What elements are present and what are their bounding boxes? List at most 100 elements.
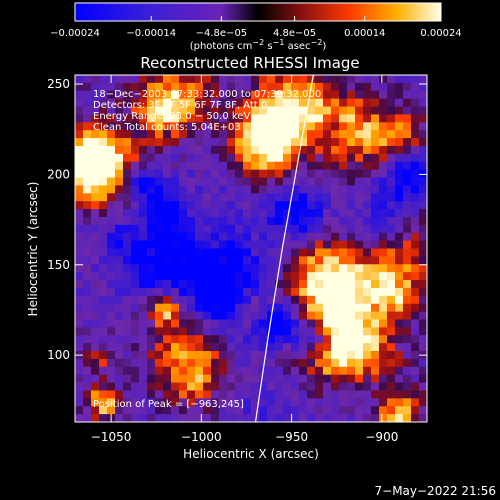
heatmap-cell xyxy=(291,264,300,273)
heatmap-cell xyxy=(195,272,204,281)
heatmap-cell xyxy=(83,327,92,336)
heatmap-cell xyxy=(259,161,268,171)
heatmap-cell xyxy=(115,382,124,391)
heatmap-cell xyxy=(395,153,404,163)
heatmap-cell xyxy=(395,130,404,139)
heatmap-cell xyxy=(203,169,212,178)
heatmap-cell xyxy=(83,130,92,139)
heatmap-cell xyxy=(91,248,100,257)
heatmap-cell xyxy=(203,145,212,155)
heatmap-cell xyxy=(227,90,236,100)
heatmap-cell xyxy=(339,240,348,249)
heatmap-cell xyxy=(91,169,100,178)
heatmap-cell xyxy=(227,138,236,147)
heatmap-cell xyxy=(355,303,364,312)
heatmap-cell xyxy=(163,193,172,202)
heatmap-cell xyxy=(75,248,84,257)
heatmap-cell xyxy=(123,138,132,147)
heatmap-cell xyxy=(195,319,204,328)
heatmap-cell xyxy=(371,193,380,202)
heatmap-cell xyxy=(275,406,284,415)
heatmap-cell xyxy=(203,232,212,242)
heatmap-cell xyxy=(187,90,196,100)
heatmap-cell xyxy=(307,406,316,415)
heatmap-cell xyxy=(139,224,148,234)
heatmap-cell xyxy=(131,414,140,422)
heatmap-cell xyxy=(371,351,380,360)
heatmap-cell xyxy=(235,138,244,147)
heatmap-cell xyxy=(387,106,396,115)
heatmap-cell xyxy=(219,209,228,218)
heatmap-cell xyxy=(411,169,420,178)
heatmap-cell xyxy=(243,272,252,281)
heatmap-cell xyxy=(147,114,156,123)
heatmap-cell xyxy=(331,280,340,289)
heatmap-cell xyxy=(283,240,292,249)
heatmap-cell xyxy=(219,130,228,139)
heatmap-cell xyxy=(163,224,172,234)
heatmap-cell xyxy=(187,382,196,391)
heatmap-cell xyxy=(283,193,292,202)
heatmap-cell xyxy=(315,161,324,171)
heatmap-cell xyxy=(203,161,212,171)
heatmap-cell xyxy=(371,414,380,422)
heatmap-cell xyxy=(147,216,156,226)
heatmap-cell xyxy=(363,130,372,139)
heatmap-cell xyxy=(235,185,244,194)
heatmap-cell xyxy=(155,106,164,115)
heatmap-cell xyxy=(411,366,420,376)
heatmap-cell xyxy=(315,319,324,328)
heatmap-cell xyxy=(107,398,116,407)
heatmap-cell xyxy=(131,406,140,415)
heatmap-cell xyxy=(379,280,388,289)
heatmap-cell xyxy=(355,145,364,155)
heatmap-cell xyxy=(395,319,404,328)
heatmap-cell xyxy=(275,153,284,163)
heatmap-cell xyxy=(283,280,292,289)
colorbar-tick-label: −4.8e−05 xyxy=(196,28,248,39)
heatmap-cell xyxy=(115,161,124,171)
heatmap-cell xyxy=(355,343,364,352)
heatmap-cell xyxy=(395,98,404,107)
heatmap-cell xyxy=(403,406,412,415)
heatmap-cell xyxy=(99,185,108,194)
heatmap-cell xyxy=(283,390,292,399)
heatmap-cell xyxy=(379,374,388,383)
heatmap-cell xyxy=(211,366,220,376)
heatmap-cell xyxy=(363,75,372,84)
heatmap-cell xyxy=(171,303,180,312)
heatmap-cell xyxy=(363,295,372,305)
heatmap-cell xyxy=(363,382,372,391)
heatmap-cell xyxy=(179,177,188,186)
heatmap-cell xyxy=(171,153,180,163)
heatmap-cell xyxy=(267,161,276,171)
heatmap-cell xyxy=(267,280,276,289)
heatmap-cell xyxy=(419,414,427,422)
heatmap-cell xyxy=(259,382,268,391)
heatmap-cell xyxy=(123,272,132,281)
heatmap-cell xyxy=(387,209,396,218)
heatmap-cell xyxy=(363,414,372,422)
heatmap-cell xyxy=(91,232,100,242)
heatmap-cell xyxy=(131,256,140,265)
heatmap-cell xyxy=(291,398,300,407)
heatmap-cell xyxy=(283,311,292,320)
heatmap-cell xyxy=(283,82,292,92)
heatmap-cell xyxy=(411,374,420,383)
heatmap-cell xyxy=(91,311,100,320)
heatmap-cell xyxy=(115,201,124,210)
heatmap-cell xyxy=(259,335,268,344)
heatmap-cell xyxy=(355,98,364,107)
heatmap-cell xyxy=(107,303,116,312)
heatmap-cell xyxy=(299,287,308,297)
heatmap-cell xyxy=(419,75,427,84)
heatmap-cell xyxy=(243,130,252,139)
observation-info: 18−Dec−2003 07:33:32.000 to 07:39:32.000… xyxy=(93,89,321,410)
heatmap-cell xyxy=(171,358,180,368)
heatmap-cell xyxy=(251,169,260,178)
heatmap-cell xyxy=(291,82,300,92)
heatmap-cell xyxy=(139,366,148,376)
heatmap-cell xyxy=(227,145,236,155)
heatmap-cell xyxy=(75,343,84,352)
heatmap-cell xyxy=(259,390,268,399)
